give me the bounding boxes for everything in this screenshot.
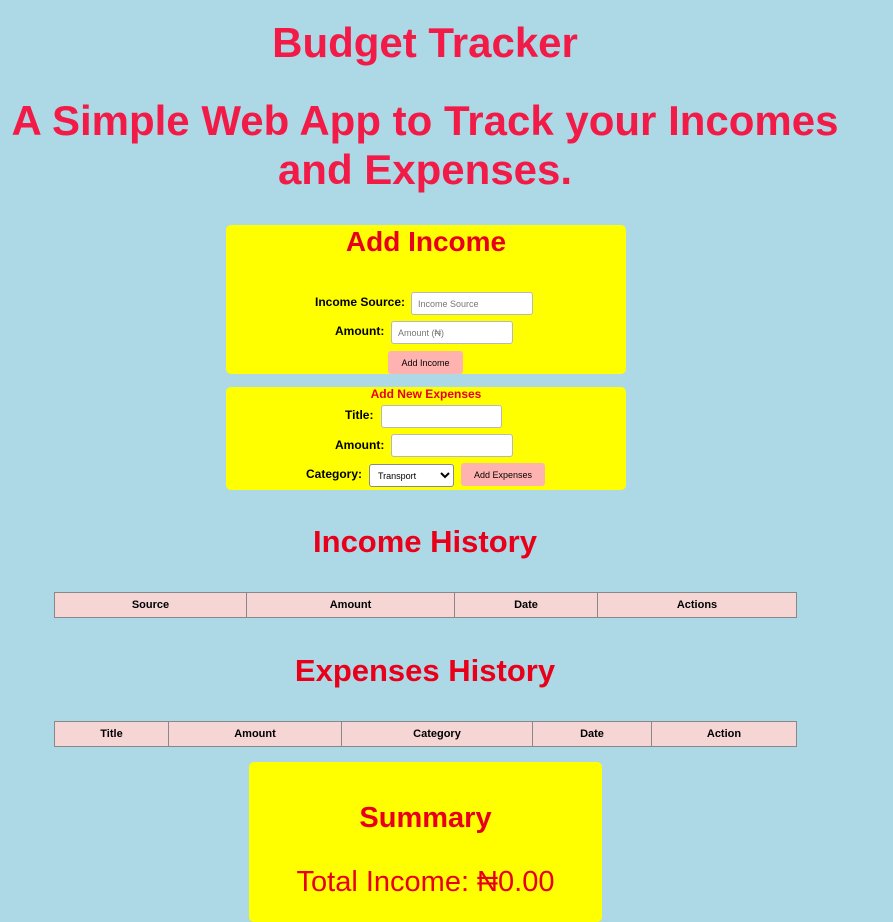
expense-col-category: Category: [341, 721, 533, 747]
income-history-table: Source Amount Date Actions: [54, 592, 797, 618]
subtitle-line-2: and Expenses.: [277, 146, 573, 193]
add-income-heading: Add Income: [345, 226, 507, 257]
income-source-label: Income Source:: [315, 295, 406, 309]
expense-col-title: Title: [54, 721, 169, 747]
page-subtitle: A Simple Web App to Track your Incomes a…: [0, 96, 850, 194]
income-history-heading: Income History: [313, 524, 537, 559]
summary-card: Summary Total Income: ₦0.00: [249, 762, 602, 922]
expense-col-date: Date: [532, 721, 652, 747]
expense-col-action: Action: [651, 721, 797, 747]
income-amount-input[interactable]: [391, 321, 513, 344]
income-col-actions: Actions: [597, 592, 797, 618]
expense-category-select[interactable]: Transport: [369, 464, 454, 487]
add-income-button[interactable]: Add Income: [388, 351, 463, 374]
add-expense-card: Add New Expenses Title: Amount: Category…: [226, 387, 626, 490]
subtitle-line-1: A Simple Web App to Track your Incomes: [11, 97, 839, 144]
total-income-text: Total Income: ₦0.00: [296, 866, 555, 898]
expense-amount-label: Amount:: [335, 438, 385, 452]
summary-heading: Summary: [359, 802, 492, 834]
add-expenses-button[interactable]: Add Expenses: [461, 463, 545, 486]
expenses-history-heading: Expenses History: [294, 653, 556, 688]
add-income-card: Add Income Income Source: Amount: Add In…: [226, 225, 626, 374]
income-col-amount: Amount: [246, 592, 455, 618]
income-col-source: Source: [54, 592, 247, 618]
expense-title-input[interactable]: [381, 405, 502, 428]
income-amount-label: Amount:: [335, 324, 385, 338]
expense-col-amount: Amount: [168, 721, 342, 747]
income-col-date: Date: [454, 592, 598, 618]
add-expense-heading: Add New Expenses: [370, 387, 482, 401]
expense-category-label: Category:: [306, 467, 363, 481]
table-header-row: Source Amount Date Actions: [54, 592, 797, 618]
table-header-row: Title Amount Category Date Action: [54, 721, 797, 747]
income-source-input[interactable]: [411, 292, 533, 315]
expense-title-label: Title:: [345, 408, 374, 422]
page-title: Budget Tracker: [272, 19, 578, 66]
expense-amount-input[interactable]: [391, 434, 513, 457]
expenses-history-table: Title Amount Category Date Action: [54, 721, 797, 747]
